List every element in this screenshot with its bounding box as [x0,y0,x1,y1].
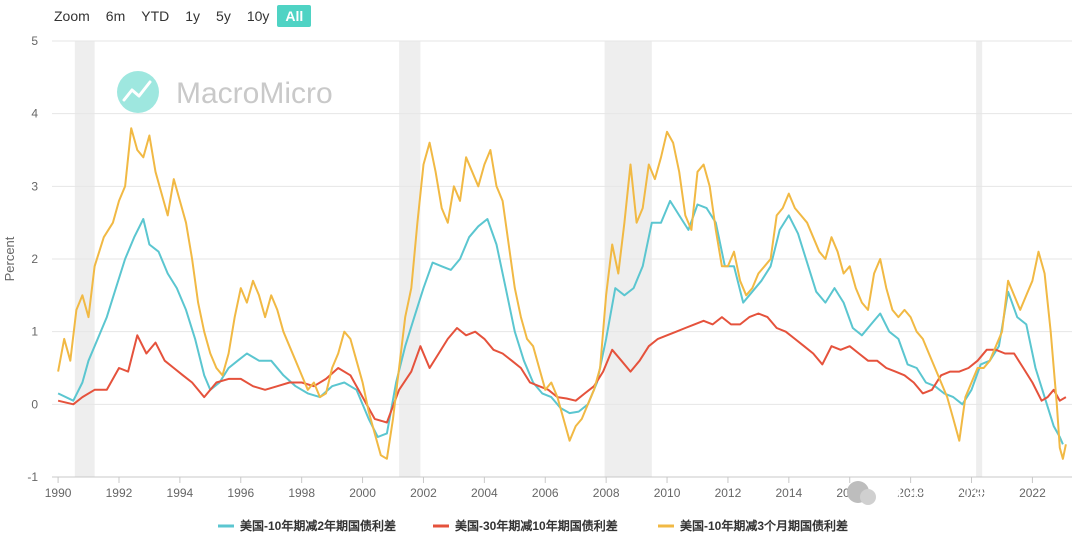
x-tick-label: 2004 [471,486,498,500]
y-tick-label: 1 [31,325,38,339]
series-line-3[interactable] [57,127,1067,460]
x-tick-label: 2006 [532,486,559,500]
x-tick-label: 1996 [227,486,254,500]
x-tick-label: 1992 [106,486,133,500]
x-tick-label: 2020 [958,486,985,500]
series-line-2[interactable] [57,312,1067,424]
x-tick-label: 2010 [654,486,681,500]
y-tick-label: 0 [31,397,38,411]
x-tick-label: 2012 [715,486,742,500]
x-tick-label: 1998 [288,486,315,500]
series-lines [57,127,1067,460]
x-tick-label: 2022 [1019,486,1046,500]
y-tick-label: -1 [27,470,38,484]
legend: 美国-10年期减2年期国债利差 美国-30年期减10年期国债利差 美国-10年期减3… [218,518,848,533]
legend-item-label[interactable]: 美国-30年期减10年期国债利差 [455,518,618,533]
watermark-text: MacroMicro [176,77,333,110]
zoom-5y-button[interactable]: 5y [216,8,231,24]
y-tick-label: 2 [31,252,38,266]
legend-item-label[interactable]: 美国-10年期减2年期国债利差 [240,518,396,533]
wechat-watermark: 财主家的余粮 [847,480,1014,505]
zoom-bar: Zoom 6m YTD 1y 5y 10y All [54,4,312,28]
x-tick-label: 2018 [897,486,924,500]
y-tick-label: 3 [31,179,38,193]
zoom-ytd-button[interactable]: YTD [141,8,170,24]
x-tick-label: 2000 [349,486,376,500]
grid-lines [52,40,1072,405]
wechat-watermark-text: 财主家的余粮 [882,480,1014,505]
x-tick-label: 1994 [167,486,194,500]
zoom-label: Zoom [54,8,90,24]
zoom-1y-button[interactable]: 1y [185,8,201,24]
y-tick-label: 5 [31,34,38,48]
zoom-10y-button[interactable]: 10y [246,8,270,24]
y-axis-label: Percent [2,236,17,281]
x-tick-label: 2014 [775,486,802,500]
macromicro-watermark: MacroMicro [117,71,333,113]
zoom-6m-button[interactable]: 6m [105,8,126,24]
y-axis-ticks: -1 0 1 2 3 4 5 [27,34,38,484]
x-tick-label: 1990 [45,486,72,500]
x-tick-label: 2002 [410,486,437,500]
y-tick-label: 4 [31,107,38,121]
x-tick-label: 2008 [593,486,620,500]
zoom-all-button[interactable]: All [277,5,312,27]
x-axis-ticks: 1990 1992 1994 1996 1998 2000 2002 2004 2006 2008… [45,477,1046,500]
macromicro-logo-icon [117,71,159,113]
legend-item-label[interactable]: 美国-10年期减3个月期国债利差 [680,518,848,533]
